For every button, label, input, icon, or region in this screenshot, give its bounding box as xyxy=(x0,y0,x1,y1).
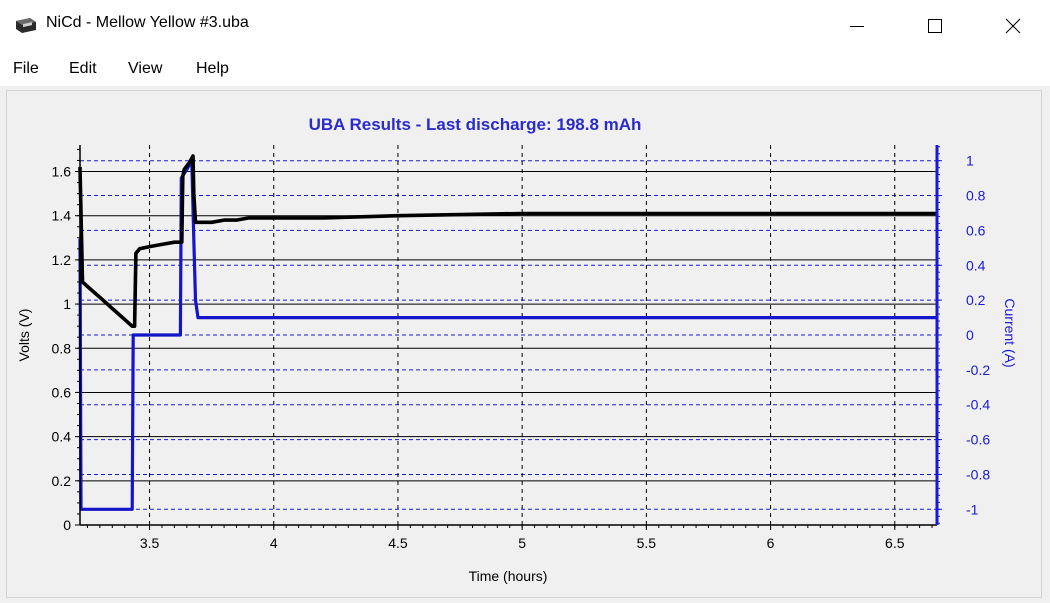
y-tick-label: 1 xyxy=(63,296,71,312)
window-title: NiCd - Mellow Yellow #3.uba xyxy=(46,14,249,31)
y2-tick-label: -1 xyxy=(966,501,979,517)
chart-title: UBA Results - Last discharge: 198.8 mAh xyxy=(309,115,642,134)
close-button[interactable] xyxy=(974,0,1050,52)
x-tick-label: 4 xyxy=(270,535,278,551)
y2-axis-label: Current (A) xyxy=(1002,298,1018,367)
y-tick-label: 1.2 xyxy=(52,252,72,268)
y2-tick-label: 0 xyxy=(966,327,974,343)
menu-file[interactable]: File xyxy=(13,60,39,77)
x-tick-label: 3.5 xyxy=(140,535,160,551)
y-tick-label: 0.8 xyxy=(52,340,72,356)
x-tick-label: 6.5 xyxy=(885,535,905,551)
y2-tick-label: -0.6 xyxy=(966,432,990,448)
close-icon xyxy=(1005,18,1021,34)
menu-edit[interactable]: Edit xyxy=(69,60,97,77)
primary-gridlines xyxy=(80,171,937,482)
right-axis-tick-labels: -1 -0.8 -0.6 -0.4 -0.2 0 0.2 0.4 0.6 0.8 1 xyxy=(937,146,990,524)
y-tick-label: 0.6 xyxy=(52,384,72,400)
secondary-gridlines xyxy=(80,160,937,510)
x-tick-label: 4.5 xyxy=(388,535,408,551)
y-tick-label: 1.4 xyxy=(52,208,72,224)
y2-tick-label: 0.8 xyxy=(966,188,986,204)
y2-tick-label: -0.2 xyxy=(966,362,990,378)
x-tick-label: 5.5 xyxy=(637,535,657,551)
x-tick-label: 6 xyxy=(767,535,775,551)
y-tick-label: 1.6 xyxy=(52,164,72,180)
maximize-button[interactable] xyxy=(896,0,974,52)
y-tick-label: 0.2 xyxy=(52,473,72,489)
y2-tick-label: 0.2 xyxy=(966,292,986,308)
y2-tick-label: 0.4 xyxy=(966,257,986,273)
y-tick-label: 0 xyxy=(63,517,71,533)
maximize-icon xyxy=(928,19,942,33)
left-axis-tick-labels: 0 0.2 0.4 0.6 0.8 1 1.2 1.4 1.6 xyxy=(52,148,80,533)
y2-tick-label: -0.4 xyxy=(966,397,990,413)
minimize-icon xyxy=(850,26,864,27)
battery-analyzer-icon xyxy=(16,18,36,33)
menu-bar: File Edit View Help xyxy=(0,52,1050,86)
minimize-button[interactable] xyxy=(818,0,896,52)
title-bar: NiCd - Mellow Yellow #3.uba xyxy=(0,0,1050,52)
y2-tick-label: -0.8 xyxy=(966,466,990,482)
x-axis-tick-labels: 3.5 4 4.5 5 5.5 6 6.5 xyxy=(86,525,933,551)
menu-help[interactable]: Help xyxy=(196,60,229,77)
y2-tick-label: 0.6 xyxy=(966,222,986,238)
y2-tick-label: 1 xyxy=(966,153,974,169)
x-axis-label: Time (hours) xyxy=(469,568,548,584)
voltage-series-line xyxy=(78,154,937,328)
chart-frame xyxy=(6,90,1042,598)
y-tick-label: 0.4 xyxy=(52,429,72,445)
y-axis-label: Volts (V) xyxy=(16,309,32,362)
x-tick-label: 5 xyxy=(518,535,526,551)
menu-view[interactable]: View xyxy=(128,60,163,77)
